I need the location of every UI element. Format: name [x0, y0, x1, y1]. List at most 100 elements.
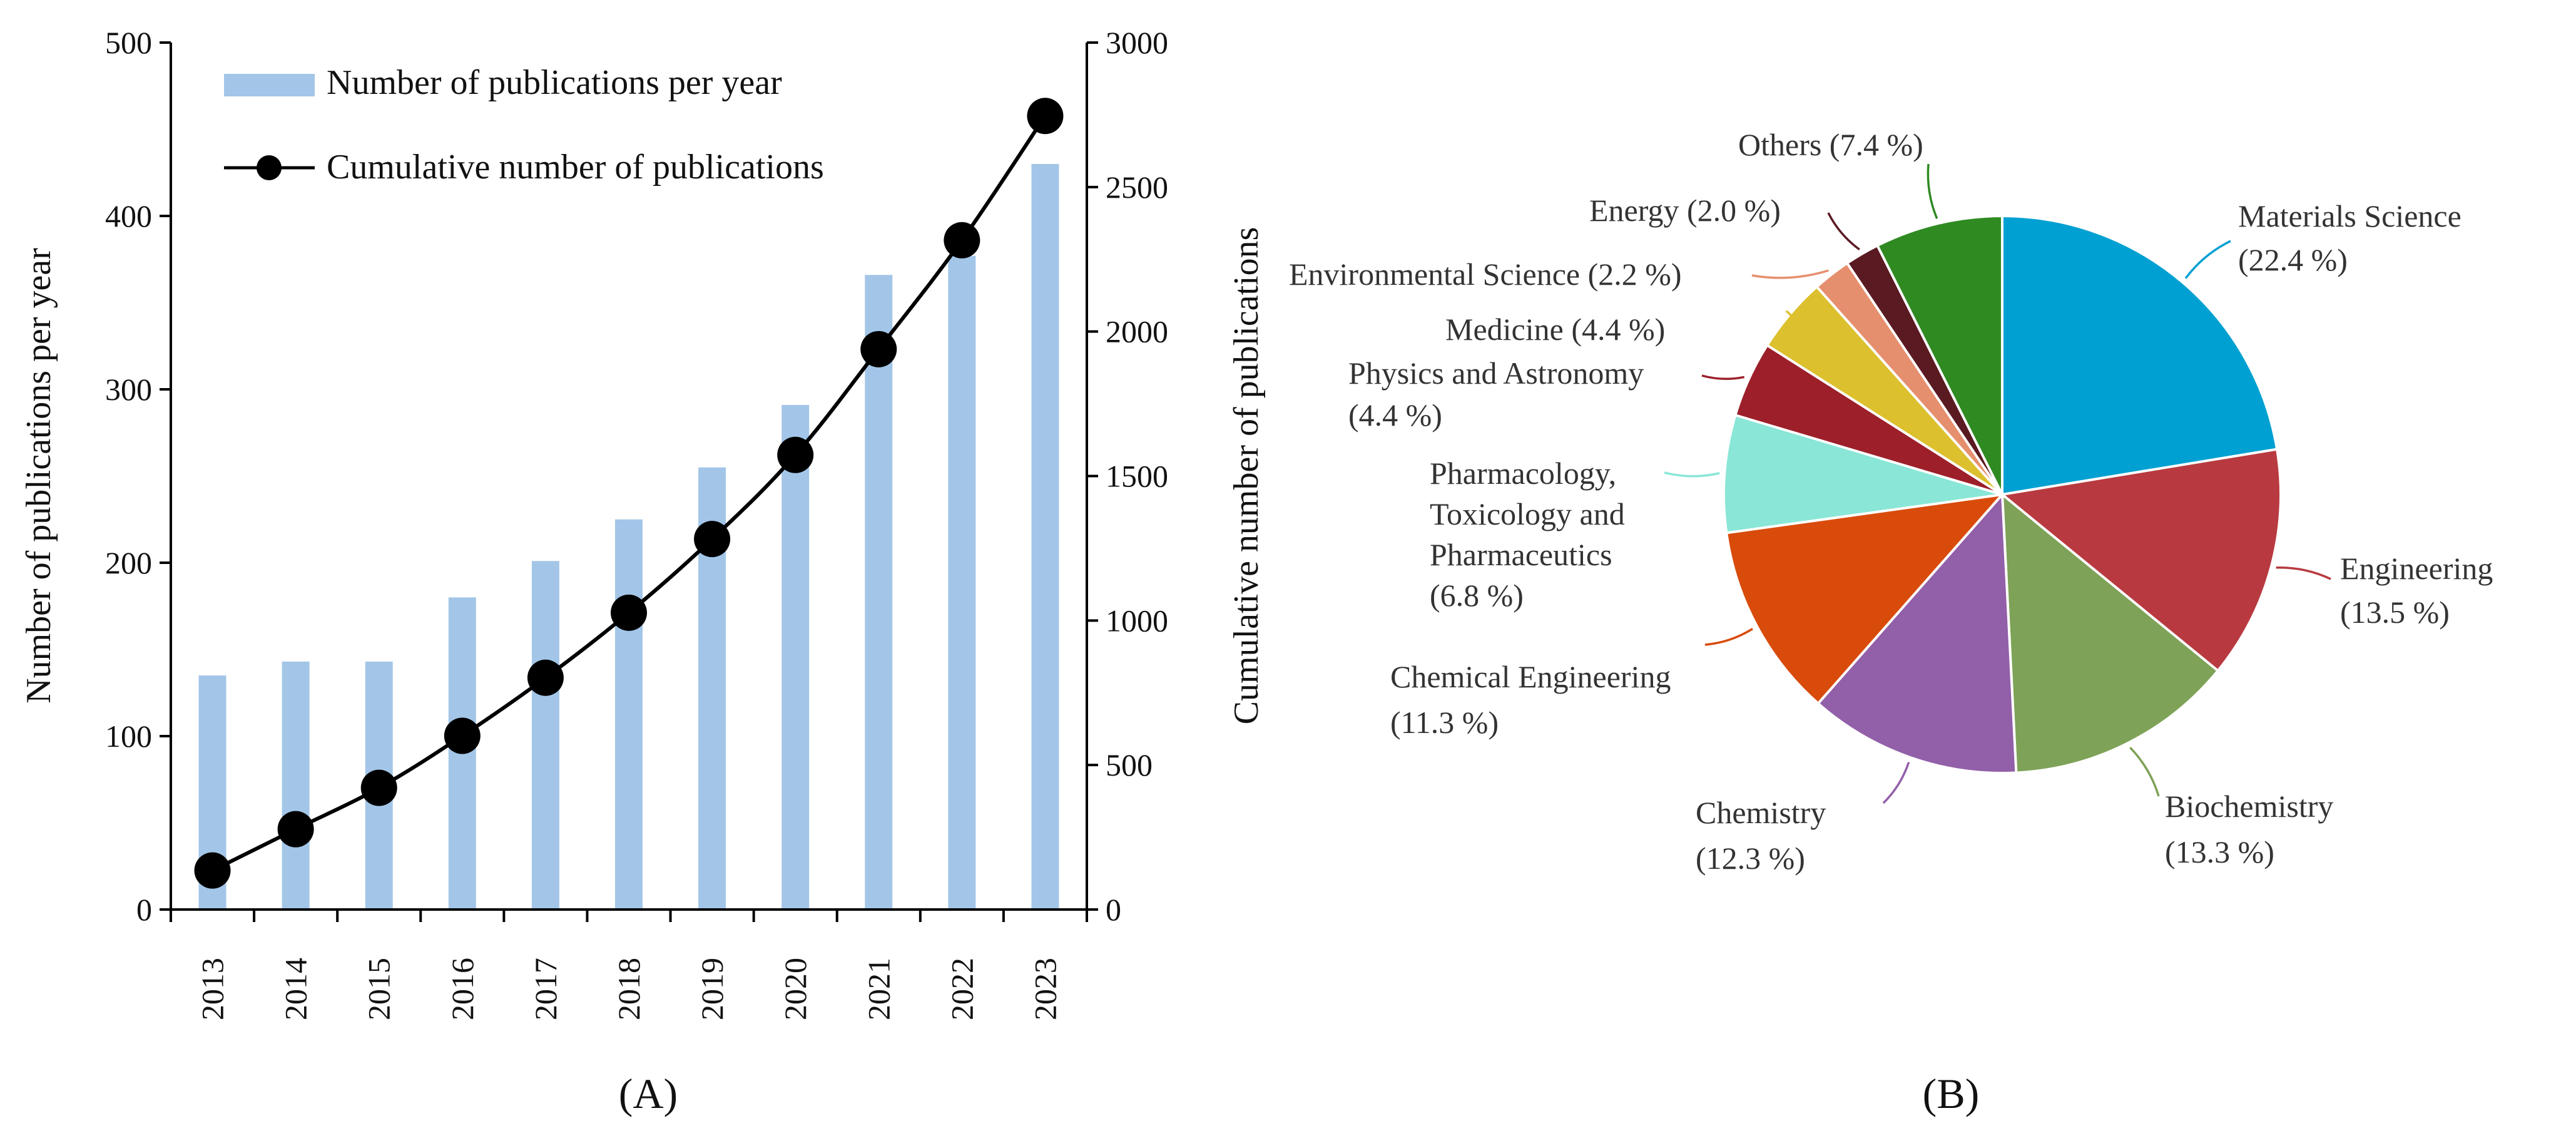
bar-series [198, 163, 1059, 910]
point-2014 [277, 811, 314, 848]
slice-pharmacology-toxicology-and-pharmaceutics [1723, 413, 2003, 535]
y2-tick-label: 2000 [1106, 314, 1168, 349]
label-environmental-science: Environmental Science (2.2 %) [1289, 257, 1682, 292]
y2-tick-label: 1500 [1106, 459, 1168, 494]
slice-chemistry [1816, 491, 2018, 774]
point-2016 [444, 717, 481, 754]
label-pharmacology-3: Pharmaceutics [1430, 537, 1612, 572]
cumulative-line [211, 115, 1047, 873]
leader-engineering [2276, 566, 2331, 580]
leader-physics-and-astronomy [1701, 374, 1745, 381]
y2-axis-title: Cumulative number of publications [1227, 227, 1266, 725]
slice-others [1875, 214, 2003, 495]
y-tick-label: 100 [105, 719, 152, 754]
legend-bar-swatch [224, 74, 315, 96]
legend-line-marker [257, 155, 282, 180]
y2-tick-label: 3000 [1106, 25, 1168, 60]
leader-medicine [1785, 310, 1794, 319]
leader-materials-science [2184, 240, 2231, 279]
x-tick-label: 2014 [278, 958, 313, 1020]
y-axis-title: Number of publications per year [19, 248, 58, 704]
slice-engineering [1999, 448, 2282, 673]
label-physics-astronomy: Physics and Astronomy [1348, 356, 1644, 391]
label-energy: Energy (2.0 %) [1589, 193, 1781, 228]
bar-2018 [615, 519, 643, 910]
label-pharmacology-1: Pharmacology, [1430, 456, 1616, 491]
bar-2017 [531, 561, 559, 910]
leader-chemistry [1882, 762, 1910, 804]
x-tick-label: 2022 [944, 958, 979, 1020]
pct-pharmacology: (6.8 %) [1430, 578, 1524, 613]
x-ticks: 2013 2014 2015 2016 2017 2018 2019 2020 2021 2022… [170, 910, 1088, 1020]
y-tick-label: 300 [105, 372, 152, 407]
legend-line-label: Cumulative number of publications [327, 148, 824, 187]
panel-a-label: (A) [619, 1070, 678, 1117]
y-tick-label: 400 [105, 198, 152, 233]
point-2013 [194, 852, 231, 889]
point-2018 [611, 594, 647, 631]
point-2019 [694, 521, 731, 558]
pct-chemical-engineering: (11.3 %) [1390, 705, 1499, 740]
x-tick-label: 2017 [528, 958, 563, 1020]
leader-chemical-engineering [1704, 627, 1753, 646]
label-medicine: Medicine (4.4 %) [1445, 312, 1665, 347]
leader-biochemistry [2129, 747, 2160, 797]
x-tick-label: 2013 [195, 958, 230, 1020]
point-2017 [527, 659, 564, 696]
bar-2021 [865, 275, 893, 910]
label-materials-science: Materials Science [2238, 198, 2461, 233]
slice-chemical-engineering [1724, 493, 2006, 705]
pct-biochemistry: (13.3 %) [2165, 834, 2274, 869]
pie-leader-lines [1664, 163, 2331, 804]
bar-2023 [1031, 163, 1059, 910]
x-tick-label: 2019 [695, 958, 730, 1020]
point-2021 [860, 331, 897, 367]
label-biochemistry: Biochemistry [2165, 789, 2333, 824]
leader-energy [1827, 212, 1860, 251]
point-2023 [1027, 98, 1064, 135]
slice-biochemistry [2000, 491, 2220, 774]
x-tick-label: 2016 [445, 958, 480, 1020]
label-pharmacology-2: Toxicology and [1430, 496, 1625, 531]
right-ticks: 0 500 1000 1500 2000 2500 3000 [1087, 25, 1168, 927]
panel-b-chart: Materials Science (22.4 %) Engineering (… [1289, 127, 2493, 1117]
pie-slices [1723, 214, 2282, 774]
pct-engineering: (13.5 %) [2340, 595, 2450, 630]
panel-a-chart: 0 100 200 300 400 500 0 500 1000 1500 2000 2500 300… [19, 25, 1266, 1117]
leader-pharmacology-toxicology-and-pharmaceutics [1664, 471, 1720, 478]
slice-materials-science [2001, 214, 2279, 496]
x-tick-label: 2021 [861, 958, 896, 1020]
pct-chemistry: (12.3 %) [1696, 841, 1805, 876]
line-series [194, 98, 1064, 889]
y2-tick-label: 2500 [1106, 170, 1168, 205]
legend: Number of publications per year Cumulati… [224, 63, 824, 187]
y-tick-label: 500 [105, 25, 152, 60]
y-tick-label: 200 [105, 545, 152, 580]
leader-environmental-science [1751, 269, 1829, 279]
pct-physics-astronomy: (4.4 %) [1348, 397, 1442, 433]
x-tick-label: 2023 [1027, 958, 1062, 1020]
bar-2020 [781, 404, 810, 910]
left-ticks: 0 100 200 300 400 500 [105, 25, 171, 927]
x-tick-label: 2018 [611, 958, 646, 1020]
x-tick-label: 2015 [362, 958, 397, 1020]
x-tick-label: 2020 [778, 958, 813, 1020]
point-2020 [777, 436, 814, 473]
legend-bar-label: Number of publications per year [327, 63, 782, 102]
label-chemical-engineering: Chemical Engineering [1390, 659, 1671, 694]
pct-materials-science: (22.4 %) [2238, 242, 2348, 277]
y2-tick-label: 1000 [1106, 603, 1168, 638]
panel-b-label: (B) [1923, 1070, 1980, 1117]
label-others: Others (7.4 %) [1738, 127, 1923, 162]
label-chemistry: Chemistry [1696, 795, 1826, 830]
point-2015 [360, 769, 397, 806]
label-engineering: Engineering [2340, 551, 2493, 586]
y-tick-label: 0 [136, 892, 152, 927]
bar-2022 [948, 255, 976, 910]
point-2022 [944, 222, 980, 259]
bar-2014 [282, 661, 310, 910]
leader-others [1927, 163, 1938, 219]
y2-tick-label: 500 [1106, 747, 1153, 782]
y2-tick-label: 0 [1106, 892, 1121, 927]
